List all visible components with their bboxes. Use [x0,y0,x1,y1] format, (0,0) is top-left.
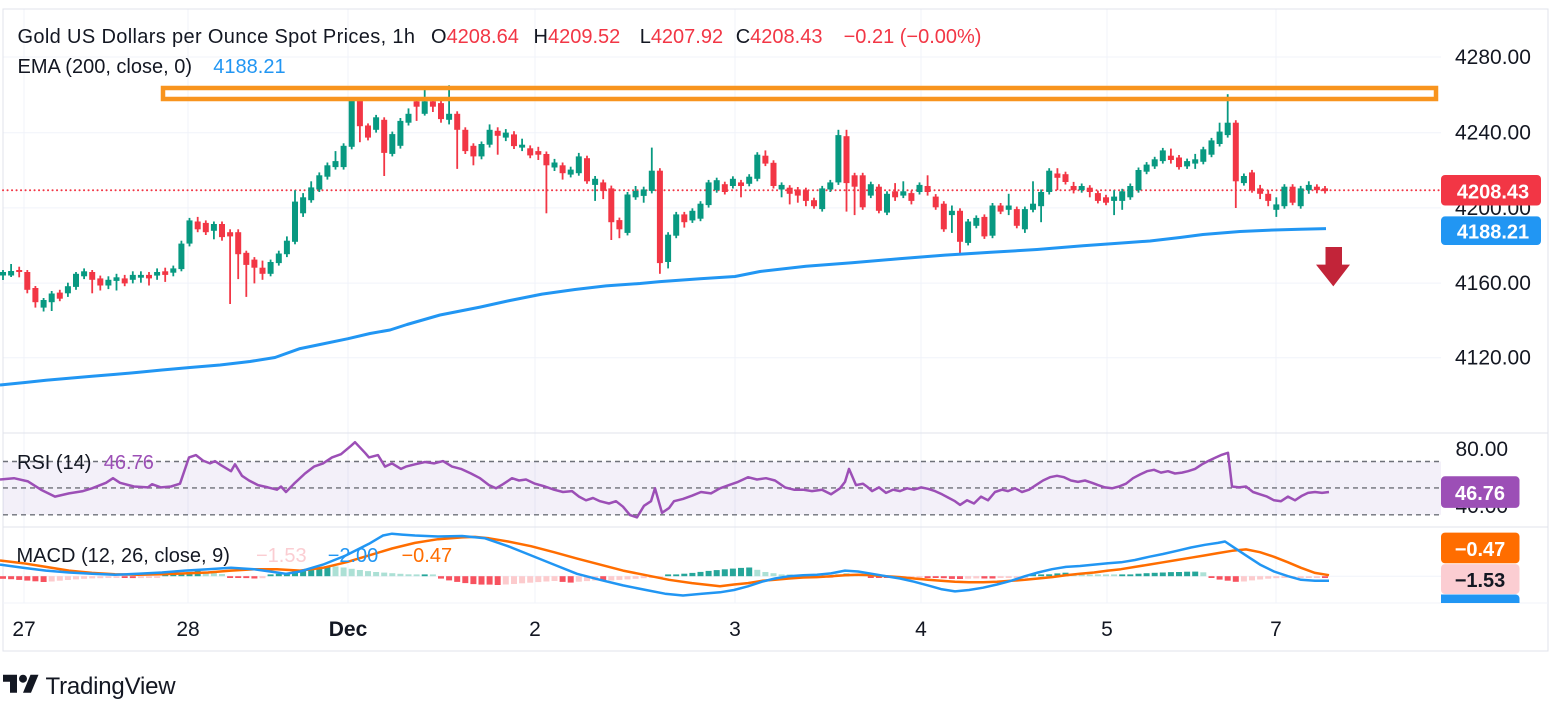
svg-text:4: 4 [915,618,927,641]
svg-text:4208.43: 4208.43 [1457,182,1529,204]
svg-text:−1.53: −1.53 [256,545,307,567]
svg-text:H4209.52: H4209.52 [534,26,621,48]
svg-text:C4208.43: C4208.43 [736,26,823,48]
svg-text:27: 27 [12,618,35,641]
svg-text:2: 2 [529,618,541,641]
svg-text:TradingView: TradingView [46,673,177,700]
svg-text:4240.00: 4240.00 [1455,122,1531,145]
svg-text:−0.47: −0.47 [1455,539,1506,561]
svg-text:4188.21: 4188.21 [1457,222,1529,244]
svg-text:Gold US Dollars per Ounce Spot: Gold US Dollars per Ounce Spot Prices, 1… [18,26,416,48]
svg-text:L4207.92: L4207.92 [640,26,723,48]
svg-text:−2.00: −2.00 [328,545,379,567]
svg-text:4188.21: 4188.21 [213,56,285,78]
svg-text:−0.47: −0.47 [402,545,453,567]
svg-text:O4208.64: O4208.64 [431,26,519,48]
svg-text:Dec: Dec [329,618,368,641]
svg-text:−1.53: −1.53 [1455,570,1506,592]
svg-text:46.76: 46.76 [104,452,154,474]
svg-text:EMA (200, close, 0): EMA (200, close, 0) [18,56,193,78]
svg-text:28: 28 [176,618,199,641]
svg-text:−0.21 (−0.00%): −0.21 (−0.00%) [844,26,982,48]
svg-text:80.00: 80.00 [1456,438,1509,461]
svg-text:46.76: 46.76 [1455,483,1505,505]
svg-text:4280.00: 4280.00 [1455,46,1531,69]
svg-text:7: 7 [1270,618,1282,641]
svg-text:MACD (12, 26, close, 9): MACD (12, 26, close, 9) [17,545,230,567]
svg-text:5: 5 [1101,618,1113,641]
svg-text:3: 3 [729,618,741,641]
svg-text:4160.00: 4160.00 [1455,272,1531,295]
svg-text:4120.00: 4120.00 [1455,347,1531,370]
svg-text:RSI (14): RSI (14) [17,452,91,474]
